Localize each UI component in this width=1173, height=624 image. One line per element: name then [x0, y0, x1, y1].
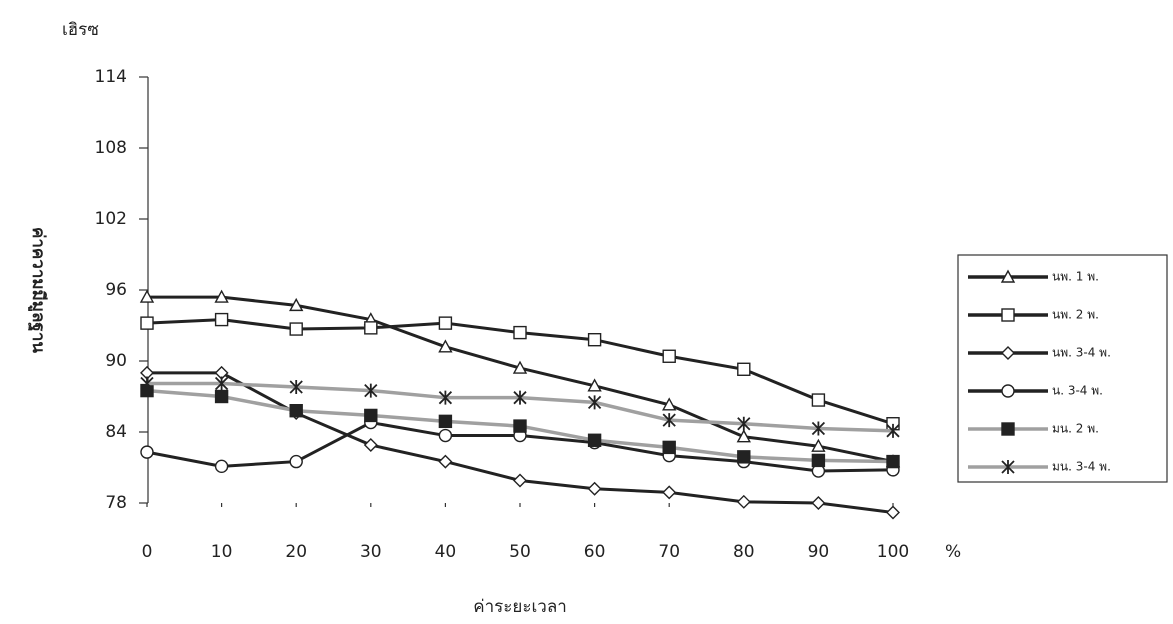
x-tick-label: 40 [435, 542, 457, 562]
marker [289, 380, 303, 395]
legend-label: นพ. 1 พ. [1052, 270, 1099, 284]
marker [438, 316, 453, 330]
y-unit: เฮิรซ [62, 20, 99, 40]
marker [886, 505, 900, 520]
y-tick-label: 114 [95, 67, 127, 87]
marker [811, 438, 826, 452]
marker [1001, 346, 1015, 360]
marker [1001, 308, 1015, 322]
x-tick-label: 0 [142, 542, 153, 562]
marker [438, 339, 453, 353]
marker [1000, 269, 1016, 283]
marker [214, 376, 229, 391]
marker [364, 321, 378, 335]
y-tick-label: 102 [95, 209, 127, 229]
legend-label: นพ. 2 พ. [1052, 308, 1099, 322]
x-tick-label: 30 [360, 542, 382, 562]
x-axis-label: ค่าระยะเวลา [473, 597, 567, 617]
marker [662, 440, 676, 455]
marker [587, 333, 602, 347]
marker [214, 289, 229, 303]
marker [662, 413, 676, 428]
marker [140, 445, 154, 459]
legend-label: นพ. 3-4 พ. [1052, 346, 1111, 360]
legend-label: มน. 2 พ. [1052, 422, 1099, 436]
marker [363, 438, 378, 453]
marker [811, 453, 826, 468]
marker [364, 383, 378, 398]
x-tick-label: 10 [211, 542, 233, 562]
marker [737, 450, 751, 464]
marker [513, 419, 527, 433]
marker [364, 408, 378, 423]
marker [662, 485, 677, 500]
x-tick-label: 20 [285, 542, 307, 562]
marker [811, 421, 826, 436]
marker [289, 404, 303, 418]
y-tick-label: 84 [105, 422, 127, 442]
marker [289, 454, 303, 469]
x-tick-label: 90 [808, 542, 830, 562]
y-tick-label: 96 [105, 280, 127, 300]
x-tick-label: 80 [733, 542, 755, 562]
legend-label: มน. 3-4 พ. [1052, 460, 1111, 474]
marker [587, 433, 602, 447]
marker [811, 393, 826, 407]
marker [214, 312, 229, 327]
marker [438, 414, 453, 429]
marker [587, 378, 602, 392]
marker [736, 494, 751, 509]
y-tick-label: 90 [105, 351, 127, 371]
marker [512, 360, 528, 374]
x-tick-label: 50 [509, 542, 531, 562]
marker [214, 459, 229, 474]
marker [886, 454, 900, 469]
marker [140, 376, 154, 391]
marker [513, 390, 527, 405]
marker [1001, 422, 1015, 436]
marker [736, 429, 751, 443]
marker [662, 349, 676, 363]
marker [886, 423, 900, 438]
y-tick-label: 78 [105, 493, 127, 513]
legend-label: น. 3-4 พ. [1052, 384, 1103, 398]
x-tick-label: 70 [658, 542, 680, 562]
x-tick-label: 100 [877, 542, 909, 562]
x-unit: % [945, 542, 961, 562]
marker [587, 395, 602, 410]
marker [513, 473, 527, 488]
marker [513, 325, 527, 340]
marker [1001, 460, 1015, 474]
marker [811, 496, 826, 510]
marker [289, 297, 304, 312]
y-axis-label: ค่าความมีมูลฐาน [27, 227, 49, 353]
x-tick-label: 60 [584, 542, 606, 562]
marker [1001, 384, 1015, 398]
marker [737, 362, 751, 376]
marker [214, 389, 229, 404]
y-tick-label: 108 [95, 138, 127, 158]
marker [139, 289, 155, 303]
marker [438, 428, 453, 443]
marker [140, 316, 154, 330]
marker [737, 416, 751, 431]
marker [289, 322, 303, 336]
marker [662, 397, 677, 411]
legend-box [957, 254, 1168, 483]
marker [438, 454, 453, 469]
marker [438, 390, 453, 405]
marker [587, 481, 602, 496]
